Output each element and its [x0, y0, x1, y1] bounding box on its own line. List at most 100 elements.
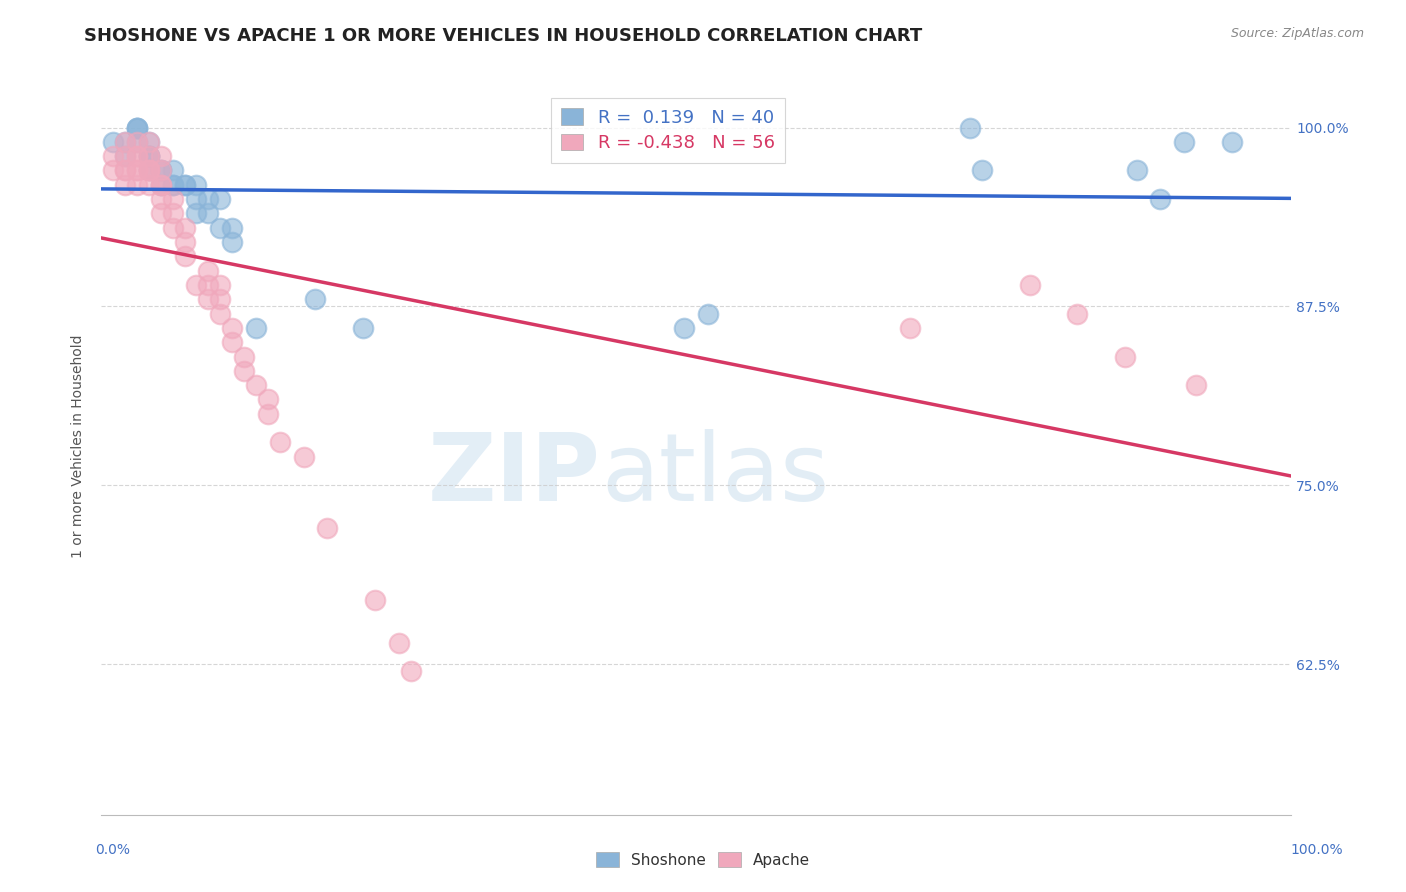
Point — [149, 178, 172, 192]
Text: 100.0%: 100.0% — [1291, 843, 1343, 857]
Point — [149, 192, 172, 206]
Point — [125, 120, 148, 135]
Point — [114, 163, 136, 178]
Point — [186, 178, 208, 192]
Point — [959, 120, 981, 135]
Point — [388, 636, 411, 650]
Point — [114, 135, 136, 149]
Point — [900, 321, 922, 335]
Point — [162, 178, 184, 192]
Point — [233, 364, 256, 378]
Legend: Shoshone, Apache: Shoshone, Apache — [589, 846, 817, 873]
Point — [138, 163, 160, 178]
Point — [138, 163, 160, 178]
Point — [1018, 277, 1040, 292]
Point — [197, 293, 219, 307]
Point — [256, 392, 278, 407]
Point — [125, 163, 148, 178]
Point — [138, 163, 160, 178]
Point — [125, 120, 148, 135]
Point — [138, 149, 160, 163]
Text: Source: ZipAtlas.com: Source: ZipAtlas.com — [1230, 27, 1364, 40]
Point — [245, 321, 267, 335]
Point — [186, 206, 208, 220]
Text: SHOSHONE VS APACHE 1 OR MORE VEHICLES IN HOUSEHOLD CORRELATION CHART: SHOSHONE VS APACHE 1 OR MORE VEHICLES IN… — [84, 27, 922, 45]
Point — [162, 163, 184, 178]
Point — [970, 163, 993, 178]
Y-axis label: 1 or more Vehicles in Household: 1 or more Vehicles in Household — [72, 334, 86, 558]
Point — [138, 178, 160, 192]
Point — [221, 335, 243, 350]
Point — [1220, 135, 1243, 149]
Point — [138, 135, 160, 149]
Point — [138, 163, 160, 178]
Text: ZIP: ZIP — [429, 429, 600, 522]
Point — [269, 435, 291, 450]
Point — [149, 178, 172, 192]
Point — [399, 665, 422, 679]
Point — [233, 350, 256, 364]
Point — [162, 192, 184, 206]
Point — [197, 277, 219, 292]
Point — [149, 163, 172, 178]
Point — [125, 120, 148, 135]
Point — [673, 321, 696, 335]
Point — [209, 293, 232, 307]
Point — [173, 220, 195, 235]
Point — [1185, 378, 1208, 392]
Point — [245, 378, 267, 392]
Point — [221, 235, 243, 249]
Point — [221, 321, 243, 335]
Point — [138, 149, 160, 163]
Point — [352, 321, 374, 335]
Point — [209, 192, 232, 206]
Point — [125, 149, 148, 163]
Point — [149, 163, 172, 178]
Point — [186, 192, 208, 206]
Point — [1173, 135, 1195, 149]
Point — [186, 277, 208, 292]
Point — [125, 135, 148, 149]
Point — [125, 178, 148, 192]
Text: atlas: atlas — [600, 429, 830, 522]
Point — [173, 235, 195, 249]
Point — [364, 592, 387, 607]
Point — [304, 293, 326, 307]
Point — [101, 149, 124, 163]
Point — [1114, 350, 1136, 364]
Point — [114, 149, 136, 163]
Point — [256, 407, 278, 421]
Point — [138, 149, 160, 163]
Point — [101, 163, 124, 178]
Point — [114, 178, 136, 192]
Point — [173, 249, 195, 263]
Point — [173, 178, 195, 192]
Point — [162, 206, 184, 220]
Point — [162, 220, 184, 235]
Point — [114, 135, 136, 149]
Point — [138, 149, 160, 163]
Point — [1125, 163, 1147, 178]
Point — [292, 450, 315, 464]
Point — [114, 163, 136, 178]
Point — [125, 135, 148, 149]
Point — [149, 206, 172, 220]
Point — [209, 277, 232, 292]
Point — [125, 163, 148, 178]
Point — [149, 149, 172, 163]
Point — [221, 220, 243, 235]
Point — [1149, 192, 1171, 206]
Point — [114, 149, 136, 163]
Point — [149, 163, 172, 178]
Point — [197, 192, 219, 206]
Point — [149, 178, 172, 192]
Point — [197, 263, 219, 277]
Point — [197, 206, 219, 220]
Point — [125, 149, 148, 163]
Point — [209, 307, 232, 321]
Point — [697, 307, 720, 321]
Point — [209, 220, 232, 235]
Point — [101, 135, 124, 149]
Legend: R =  0.139   N = 40, R = -0.438   N = 56: R = 0.139 N = 40, R = -0.438 N = 56 — [551, 97, 786, 163]
Point — [162, 178, 184, 192]
